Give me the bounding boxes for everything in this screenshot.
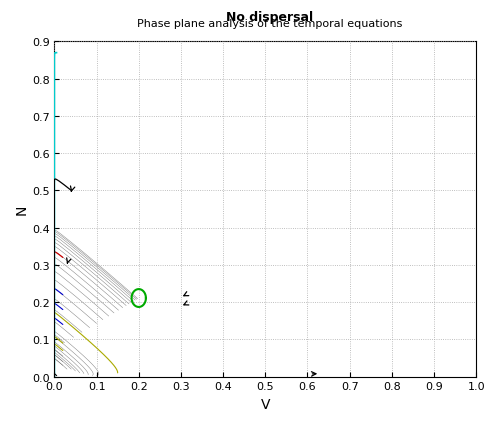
Text: No dispersal: No dispersal bbox=[226, 11, 314, 23]
X-axis label: V: V bbox=[260, 397, 270, 411]
Text: Phase plane analysis of the temporal equations: Phase plane analysis of the temporal equ… bbox=[138, 19, 402, 29]
Y-axis label: N: N bbox=[15, 204, 29, 215]
